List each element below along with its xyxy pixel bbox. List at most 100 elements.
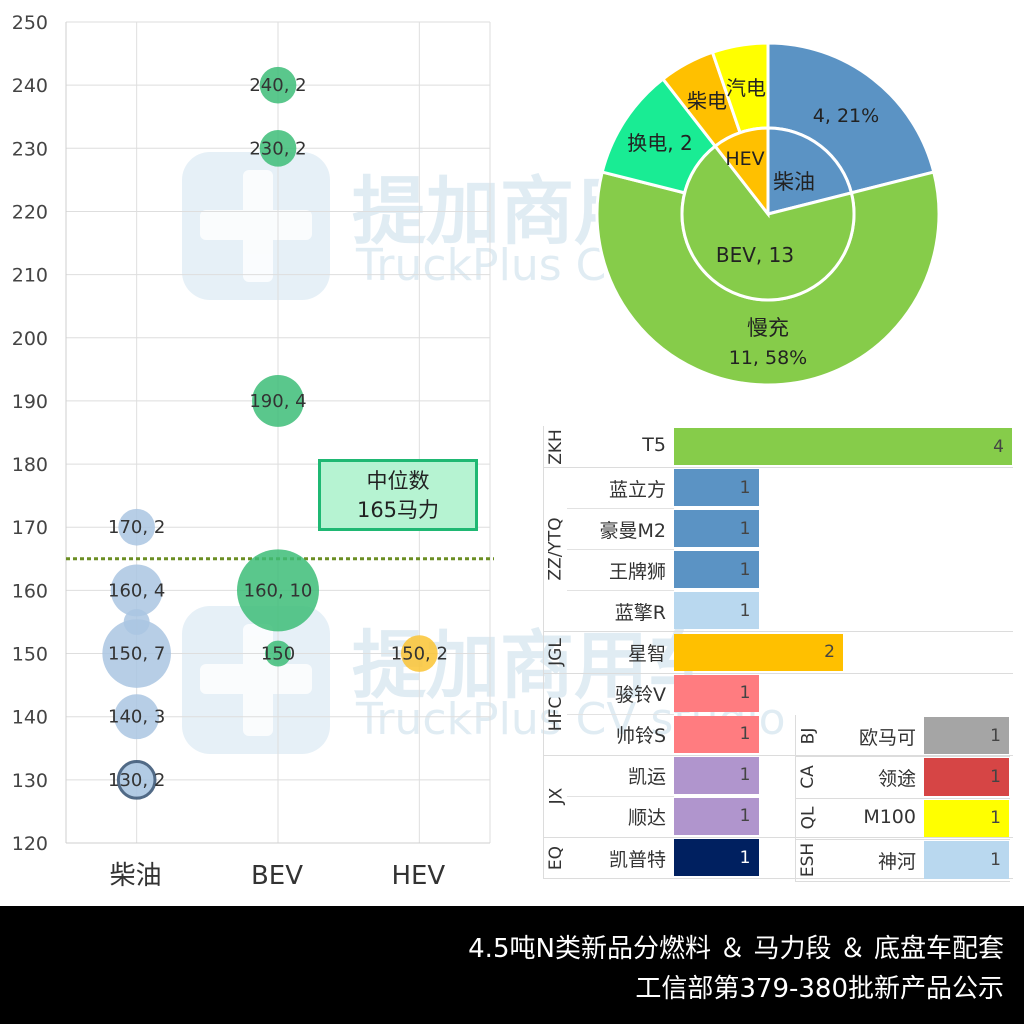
bubble-data-label: 150, 7 — [108, 644, 165, 665]
y-tick-label: 230 — [12, 138, 48, 160]
bar-value-label: 1 — [739, 847, 751, 868]
bubble-point — [118, 508, 156, 546]
bar-value-label: 4 — [993, 436, 1004, 457]
bar: 1 — [674, 510, 759, 548]
bar-value-label: 1 — [990, 849, 1001, 870]
y-tick-label: 180 — [12, 454, 48, 476]
bubble-data-label: 170, 2 — [108, 517, 165, 538]
footer-subtitle: 工信部第379-380批新产品公示 — [635, 974, 1004, 1004]
bar-group: HFC — [543, 672, 1013, 756]
bubble-data-label: 130, 2 — [108, 770, 165, 791]
bar-group-name: ESH — [798, 842, 819, 878]
bar-group: JX — [543, 754, 1013, 838]
bar-group-name: EQ — [546, 845, 566, 870]
bubble-data-label: 150 — [261, 644, 295, 665]
bubble-point — [116, 760, 157, 800]
bar-row-label: 王牌狮 — [608, 560, 666, 583]
bar-group-name: JGL — [546, 638, 567, 666]
bar-row-label: 蓝立方 — [608, 478, 666, 501]
x-tick-label: HEV — [391, 861, 445, 891]
bar-group-name: BJ — [798, 727, 818, 745]
bar-group: ZKH — [543, 426, 1013, 469]
y-tick-label: 160 — [12, 580, 48, 602]
bar-group-name: ZKH — [546, 428, 567, 465]
bar: 1 — [674, 756, 759, 794]
bar-value-label: 1 — [739, 806, 751, 827]
median-box: 中位数 165马力 — [318, 459, 478, 531]
footer-banner: 4.5吨N类新品分燃料 ＆ 马力段 ＆ 底盘车配套 工信部第379-380批新产… — [0, 906, 1024, 1024]
bar-group: EQ — [543, 837, 1013, 880]
bubble-point — [114, 694, 160, 740]
y-tick-label: 250 — [12, 12, 48, 34]
bar-row-label: 顺达 — [627, 807, 666, 830]
row-separator — [567, 508, 674, 510]
bubble-point — [110, 564, 163, 617]
bar-group-label: EQ — [544, 837, 568, 878]
bubble-point — [259, 129, 297, 167]
bar-group: ESH — [795, 839, 1010, 882]
bar-group: CA — [795, 756, 1010, 799]
bubble-point — [252, 374, 304, 427]
bubble-data-label: 240, 2 — [249, 75, 306, 96]
bar: 1 — [924, 841, 1009, 879]
y-tick-label: 200 — [12, 328, 48, 350]
bubble-data-label: 190, 4 — [249, 391, 306, 412]
bar: 1 — [674, 469, 759, 507]
bubble-point — [400, 635, 438, 672]
row-separator — [567, 713, 674, 715]
bar-group-name: JX — [545, 787, 566, 805]
y-tick-label: 140 — [12, 707, 48, 729]
bar: 4 — [674, 428, 1012, 466]
row-separator — [567, 795, 674, 797]
y-tick-label: 190 — [12, 391, 48, 413]
bar-group-label: ZZ/YTQ — [544, 467, 568, 631]
bar-row-label: M100 — [863, 805, 916, 828]
bubble-data-label: 150, 2 — [391, 644, 448, 665]
bar: 1 — [674, 715, 759, 753]
bubble-point — [123, 608, 150, 635]
footer-title: 4.5吨N类新品分燃料 ＆ 马力段 ＆ 底盘车配套 — [468, 934, 1004, 964]
bubble-point — [265, 640, 291, 667]
bar-group-name: QL — [797, 807, 818, 830]
bar-value-label: 1 — [739, 559, 751, 580]
bar-row-label: 星智 — [627, 643, 666, 666]
bar-value-label: 1 — [739, 477, 751, 498]
median-value: 165马力 — [356, 498, 440, 522]
bar-value-label: 1 — [990, 808, 1001, 829]
bar: 1 — [674, 797, 759, 835]
y-tick-label: 120 — [12, 833, 48, 855]
bar-group-label: ESH — [796, 839, 820, 880]
y-tick-label: 130 — [12, 770, 48, 792]
bar-value-label: 1 — [739, 683, 751, 704]
bar-group: BJ — [795, 715, 1010, 758]
y-tick-label: 150 — [12, 644, 48, 666]
bar-value-label: 1 — [739, 765, 751, 786]
median-label: 中位数 — [366, 469, 430, 493]
bar-row-label: 豪曼M2 — [599, 519, 666, 542]
bar-group-label: CA — [796, 756, 820, 797]
bar-row-label: 凯运 — [627, 766, 666, 789]
bar-row-label: T5 — [642, 433, 666, 456]
bar-group-label: JGL — [544, 632, 568, 673]
bar-row-label: 帅铃S — [615, 725, 666, 748]
bar-row-label: 凯普特 — [608, 848, 666, 871]
bar-group-label: HFC — [544, 673, 568, 755]
bar-value-label: 1 — [990, 767, 1001, 788]
bubble-data-label: 160, 4 — [108, 580, 165, 601]
bar-value-label: 1 — [739, 518, 751, 539]
bar-group-label: BJ — [796, 715, 820, 756]
bubble-point — [102, 619, 171, 688]
bar-row-label: 神河 — [877, 850, 916, 873]
bubble-data-label: 140, 3 — [108, 707, 165, 728]
bar-row-label: 欧马可 — [858, 726, 916, 749]
bar-value-label: 1 — [990, 725, 1001, 746]
bar-group: QL — [795, 797, 1010, 841]
bubble-point — [237, 549, 319, 632]
bar-group-label: ZKH — [544, 426, 568, 467]
bar-group: JGL — [543, 631, 1013, 674]
bar-row-label: 领途 — [877, 768, 916, 791]
bubble-point — [259, 66, 297, 104]
bar-group: ZZ/YTQ — [543, 467, 1013, 633]
x-tick-label: BEV — [251, 861, 303, 891]
